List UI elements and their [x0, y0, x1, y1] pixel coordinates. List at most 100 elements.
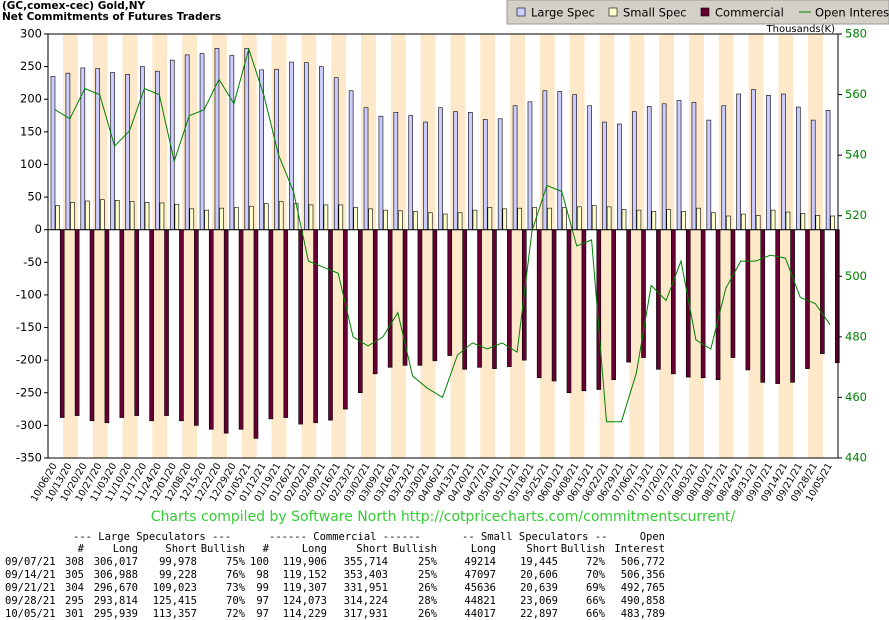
table-cell: 99 — [256, 582, 269, 594]
table-cell: 306,988 — [94, 569, 138, 581]
bar — [417, 229, 423, 366]
y-tick-label: 50 — [27, 190, 42, 204]
bar — [517, 207, 522, 230]
bar — [606, 206, 612, 230]
bar — [313, 229, 318, 424]
line — [54, 47, 831, 423]
bar — [372, 229, 378, 375]
bar — [59, 229, 65, 418]
bar — [408, 115, 414, 230]
chart-subtitle: Net Commitments of Futures Traders — [2, 11, 221, 23]
table-cell: 306,017 — [94, 556, 138, 568]
bar — [278, 201, 284, 230]
bar — [617, 123, 622, 230]
bar — [781, 93, 786, 230]
bar — [562, 207, 567, 230]
legend-swatch — [608, 7, 618, 17]
bar — [691, 102, 697, 230]
table-cell: 293,814 — [94, 595, 138, 607]
bar — [646, 106, 652, 230]
bar — [114, 200, 120, 230]
bar — [602, 121, 607, 230]
table-cell: 317,931 — [344, 608, 388, 620]
bar — [676, 100, 682, 230]
bar — [50, 76, 56, 230]
bar — [427, 212, 433, 230]
table-cell: 25% — [418, 556, 438, 568]
bar — [179, 229, 184, 422]
bar — [134, 229, 140, 416]
bar — [715, 229, 721, 381]
bar — [263, 203, 269, 230]
bar — [711, 212, 716, 230]
table-cell: 301 — [65, 608, 84, 620]
y2-tick-label: 460 — [845, 390, 867, 404]
table-cell: 22,897 — [520, 608, 558, 620]
bar — [621, 209, 627, 230]
bar — [358, 229, 363, 394]
bar — [229, 55, 235, 230]
table-cell: 99,228 — [159, 569, 197, 581]
bar — [820, 229, 825, 354]
bar — [745, 229, 751, 371]
bar — [298, 229, 303, 425]
table-column-header: Long — [471, 543, 496, 555]
bar — [289, 61, 294, 230]
table-cell: 125,415 — [153, 595, 197, 607]
y-tick-label: -50 — [23, 255, 42, 269]
bar — [453, 111, 458, 230]
legend-label: Large Spec — [531, 6, 595, 20]
table-cell: 44017 — [464, 608, 496, 620]
table-column-header: Bullish — [561, 543, 605, 555]
table-column-header: # — [78, 543, 85, 555]
legend-label: Open Interest — [815, 6, 889, 20]
table-cell: 97 — [256, 595, 269, 607]
table-cell: 45636 — [464, 582, 496, 594]
table-cell: 304 — [65, 582, 84, 594]
bar — [566, 229, 572, 394]
bar — [591, 205, 597, 230]
bar — [740, 213, 746, 230]
bar — [194, 229, 199, 426]
table-cell: 25% — [418, 569, 438, 581]
table-column-header: Short — [165, 543, 197, 555]
y-tick-label: 100 — [20, 157, 42, 171]
bar — [576, 206, 582, 230]
bar — [671, 229, 676, 375]
table-cell: 119,307 — [283, 582, 327, 594]
table-cell: 47097 — [464, 569, 496, 581]
bar — [223, 229, 229, 434]
bar — [700, 229, 706, 379]
bar — [343, 229, 348, 410]
bar — [65, 72, 71, 230]
table-cell: 70% — [586, 569, 606, 581]
bar — [636, 209, 642, 230]
bar — [184, 54, 190, 230]
table-cell: 26% — [418, 608, 438, 620]
table-cell: 23,069 — [520, 595, 558, 607]
table-cell: 73% — [226, 582, 246, 594]
bar — [353, 207, 359, 230]
table-cell: 72% — [226, 608, 246, 620]
bar — [398, 210, 403, 230]
table-cell: 119,152 — [283, 569, 327, 581]
bar — [706, 119, 712, 230]
bar — [323, 204, 329, 230]
bar — [825, 110, 831, 230]
bar — [755, 215, 761, 230]
caption: Charts compiled by Software North http:/… — [151, 509, 736, 525]
table-cell: 97 — [256, 608, 269, 620]
table-cell: 99,978 — [159, 556, 197, 568]
bar — [730, 229, 736, 358]
bar — [661, 103, 667, 230]
y-tick-label: -200 — [16, 353, 42, 367]
bar — [423, 121, 428, 230]
y-tick-label: 250 — [20, 59, 42, 73]
bar — [304, 62, 309, 230]
bar — [144, 201, 150, 230]
bar — [830, 215, 835, 230]
table-cell: 09/28/21 — [5, 595, 56, 607]
bar — [104, 229, 110, 424]
bar — [800, 213, 806, 230]
bar — [502, 208, 508, 230]
